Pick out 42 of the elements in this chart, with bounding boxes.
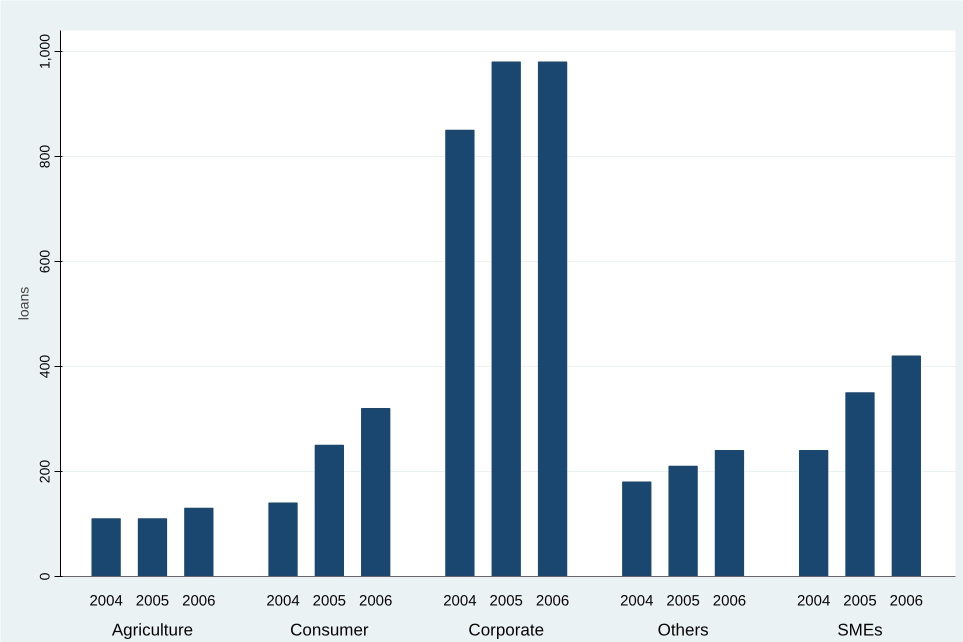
bar — [845, 392, 875, 576]
bar — [184, 508, 214, 576]
text: 2004 — [796, 592, 830, 610]
bar — [314, 444, 344, 576]
text: 2005 — [136, 592, 170, 610]
bar — [492, 62, 521, 576]
bar — [445, 130, 475, 576]
bar — [668, 466, 698, 576]
bar — [538, 62, 568, 576]
text: 2004 — [89, 592, 123, 610]
y-tick-label: 800 — [36, 144, 52, 168]
text: 2005 — [490, 592, 523, 610]
bar — [622, 482, 652, 576]
x-tick-label: SMEs — [837, 620, 883, 640]
y-tick-label: 1,000 — [36, 34, 52, 70]
bar — [892, 356, 921, 576]
text: 2006 — [712, 592, 746, 610]
text: 2005 — [843, 592, 877, 610]
text: 2004 — [266, 592, 300, 610]
y-tick-label: 0 — [36, 572, 52, 580]
bar — [138, 518, 168, 576]
series-label: 2004 — [620, 592, 654, 610]
bar — [268, 502, 298, 576]
bar — [714, 450, 744, 576]
text: 2005 — [666, 592, 700, 610]
bar — [361, 408, 390, 576]
x-tick-label: Consumer — [290, 620, 369, 640]
y-tick-label: 400 — [36, 354, 52, 378]
bar — [798, 450, 828, 576]
series-label: 2006 — [536, 592, 570, 610]
series-label: 2005 — [312, 592, 346, 610]
text: 2004 — [443, 592, 477, 610]
y-axis-title: loans — [16, 286, 32, 320]
y-tick-label: 600 — [36, 250, 52, 274]
text: 2006 — [182, 592, 216, 610]
text: 2006 — [359, 592, 392, 610]
x-tick-label: Others — [658, 620, 709, 640]
bar — [91, 518, 121, 576]
x-tick-label: Agriculture — [112, 620, 194, 640]
text: 2006 — [890, 592, 924, 610]
x-tick-label: Corporate — [468, 620, 544, 640]
y-tick-label: 200 — [36, 460, 52, 484]
